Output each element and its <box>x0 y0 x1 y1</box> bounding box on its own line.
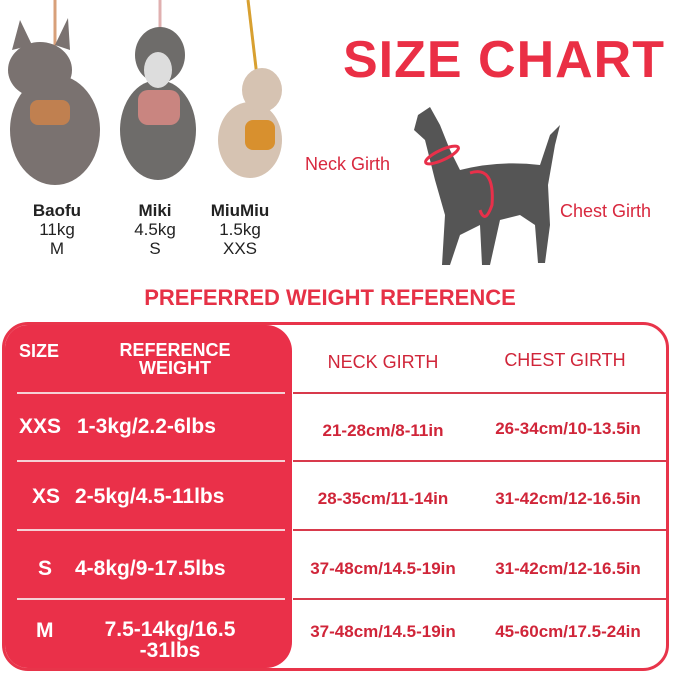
header-reference-weight: REFERENCE WEIGHT <box>119 340 231 378</box>
chest-girth-label: Chest Girth <box>560 201 652 221</box>
dog-label-baofu: Baofu 11kg M <box>32 201 82 258</box>
neck-girth-label: Neck Girth <box>305 154 391 174</box>
dogs-photo <box>8 0 282 185</box>
header-neck-girth: NECK GIRTH <box>327 352 439 372</box>
header-size: SIZE <box>19 341 60 361</box>
dog-measure-diagram <box>414 107 560 265</box>
dog-label-miumiu: MiuMiu 1.5kg XXS <box>210 201 270 258</box>
header-chest-girth: CHEST GIRTH <box>504 350 626 370</box>
size-weight-panel <box>5 325 292 668</box>
size-table: SIZE REFERENCE WEIGHT NECK GIRTH CHEST GI… <box>2 322 669 671</box>
section-subtitle: PREFERRED WEIGHT REFERENCE <box>144 285 516 310</box>
dog-label-miki: Miki 4.5kg S <box>134 201 176 258</box>
page-title: SIZE CHART <box>343 31 665 89</box>
